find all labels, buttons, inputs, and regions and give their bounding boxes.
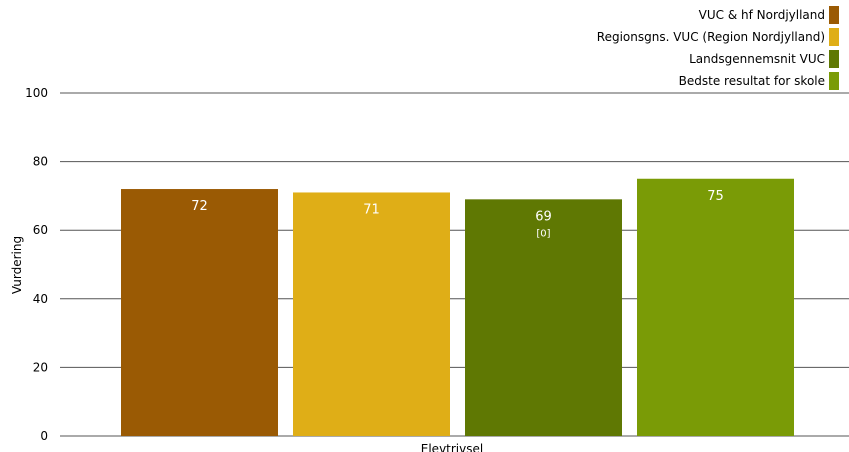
y-tick-label: 80 [33,155,48,169]
bar [293,192,450,436]
legend-swatch [829,49,839,68]
bars [121,178,794,436]
legend-item: Landsgennemsnit VUC [439,49,839,68]
legend-item: VUC & hf Nordjylland [439,5,839,24]
y-tick-label: 40 [33,292,48,306]
legend-swatch [829,5,839,24]
y-tick-label: 0 [40,429,48,443]
legend-label: Regionsgns. VUC (Region Nordjylland) [596,29,825,44]
bar [121,189,278,436]
legend-label: Bedste resultat for skole [678,73,825,88]
legend-swatch [829,71,839,90]
bar [637,178,794,436]
data-sublabel: [0] [536,228,550,239]
legend-item: Regionsgns. VUC (Region Nordjylland) [439,27,839,46]
legend-label: VUC & hf Nordjylland [698,7,825,22]
y-tick-label: 20 [33,360,48,374]
data-label: 71 [363,202,380,217]
data-label: 72 [191,199,208,214]
legend-swatch [829,27,839,46]
bar [465,199,622,436]
data-labels: 72 71 69 [0] 75 [191,189,724,240]
data-label: 75 [707,189,724,204]
legend-item: Bedste resultat for skole [439,71,839,90]
legend-label: Landsgennemsnit VUC [689,51,825,66]
y-axis-label: Vurdering [10,236,24,294]
y-tick-label: 100 [25,86,48,100]
data-label: 69 [535,209,552,224]
chart-legend: VUC & hf Nordjylland Regionsgns. VUC (Re… [439,5,839,93]
y-axis-ticks: 0 20 40 60 80 100 [25,86,48,443]
y-tick-label: 60 [33,223,48,237]
x-axis-label: Elevtrivsel [421,442,483,452]
